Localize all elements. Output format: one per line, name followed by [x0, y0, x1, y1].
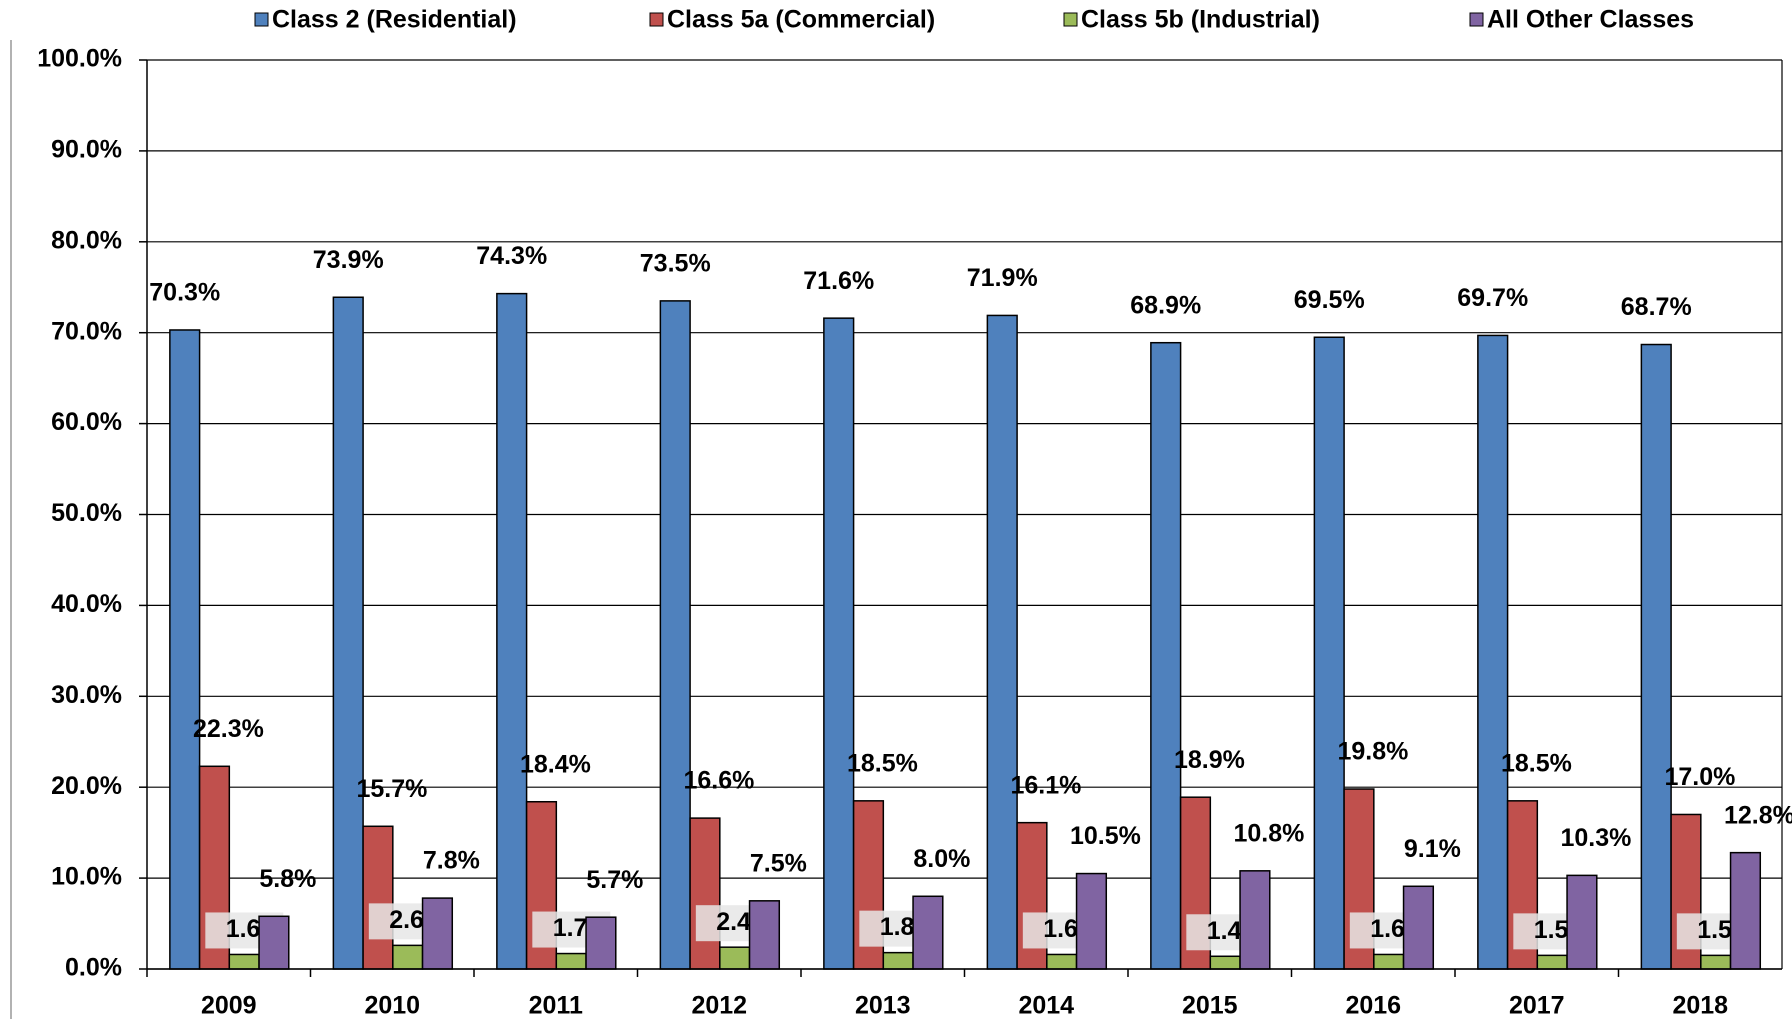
legend-swatch	[1469, 12, 1484, 27]
bar	[1150, 341, 1182, 970]
data-label: 68.9%	[1130, 291, 1201, 319]
legend-label: All Other Classes	[1487, 6, 1694, 34]
bar	[258, 915, 290, 970]
data-label: 73.5%	[640, 249, 711, 277]
data-label: 18.4%	[520, 750, 591, 778]
bar	[882, 951, 914, 970]
bar	[1373, 953, 1405, 970]
bar	[362, 825, 394, 970]
data-label: 16.6%	[684, 767, 755, 795]
data-label: 18.5%	[1501, 749, 1572, 777]
y-tick-label: 0.0%	[65, 954, 122, 982]
data-label: 70.3%	[149, 279, 220, 307]
bar	[1075, 872, 1108, 970]
y-tick-label: 20.0%	[51, 772, 122, 800]
x-tick-label: 2017	[1509, 992, 1565, 1019]
y-tick-label: 80.0%	[51, 226, 122, 254]
data-label: 18.5%	[847, 749, 918, 777]
data-label: 71.6%	[803, 267, 874, 295]
bar	[1239, 870, 1271, 970]
bar	[392, 944, 424, 970]
y-tick-label: 40.0%	[51, 590, 122, 618]
legend-label: Class 5a (Commercial)	[667, 6, 935, 34]
bar	[1477, 334, 1509, 970]
x-tick-label: 2015	[1182, 992, 1238, 1019]
bar	[1640, 343, 1672, 970]
x-tick-label: 2010	[364, 992, 420, 1019]
data-label: 15.7%	[357, 775, 428, 803]
data-label: 74.3%	[476, 242, 547, 270]
data-label: 22.3%	[193, 715, 264, 743]
bar	[823, 317, 855, 970]
bar	[1700, 954, 1732, 970]
y-tick-label: 60.0%	[51, 408, 122, 436]
bar	[1566, 874, 1598, 970]
data-label: 19.8%	[1338, 738, 1409, 766]
data-label: 10.8%	[1233, 819, 1304, 847]
bar	[719, 946, 751, 970]
bar	[912, 895, 944, 970]
data-label: 68.7%	[1621, 293, 1692, 321]
data-label: 9.1%	[1404, 835, 1461, 863]
bar	[169, 329, 201, 970]
data-label: 10.3%	[1560, 824, 1631, 852]
bar	[1313, 336, 1345, 970]
legend-swatch	[649, 12, 664, 27]
bar	[228, 953, 260, 970]
legend-label: Class 5b (Industrial)	[1081, 6, 1320, 34]
y-tick-label: 90.0%	[51, 136, 122, 164]
y-tick-label: 100.0%	[37, 45, 122, 73]
data-label: 16.1%	[1011, 771, 1082, 799]
x-tick-label: 2016	[1345, 992, 1401, 1019]
y-tick-label: 30.0%	[51, 681, 122, 709]
data-label: 73.9%	[313, 246, 384, 274]
bar	[1402, 885, 1435, 970]
bar	[748, 900, 781, 970]
data-label: 7.5%	[750, 849, 807, 877]
y-tick-label: 50.0%	[51, 499, 122, 527]
y-tick-label: 10.0%	[51, 863, 122, 891]
bar	[1046, 953, 1078, 970]
bar	[332, 296, 364, 970]
bar	[421, 897, 454, 970]
data-label: 5.8%	[259, 865, 316, 893]
bar	[689, 817, 721, 970]
y-tick-label: 70.0%	[51, 317, 122, 345]
data-label: 5.7%	[586, 866, 643, 894]
bar	[496, 292, 528, 970]
x-tick-label: 2012	[691, 992, 747, 1019]
bar	[986, 314, 1018, 970]
data-label: 10.5%	[1070, 822, 1141, 850]
x-tick-label: 2011	[529, 992, 583, 1019]
bar	[1209, 955, 1241, 970]
x-tick-label: 2018	[1672, 992, 1728, 1019]
legend-label: Class 2 (Residential)	[272, 6, 517, 34]
bar	[659, 300, 691, 970]
bar	[555, 952, 587, 970]
data-label: 12.8%	[1724, 801, 1792, 829]
legend-swatch	[1063, 12, 1078, 27]
x-tick-label: 2014	[1018, 992, 1074, 1019]
data-label: 8.0%	[913, 845, 970, 873]
legend-swatch	[254, 12, 269, 27]
bar	[585, 916, 617, 970]
x-tick-label: 2013	[855, 992, 911, 1019]
data-label: 71.9%	[967, 264, 1038, 292]
bar	[1729, 851, 1762, 970]
data-label: 69.7%	[1457, 284, 1528, 312]
data-label: 69.5%	[1294, 286, 1365, 314]
data-label: 7.8%	[423, 847, 480, 875]
bar	[1536, 954, 1568, 970]
x-tick-label: 2009	[201, 992, 257, 1019]
data-label: 17.0%	[1665, 763, 1736, 791]
data-label: 18.9%	[1174, 746, 1245, 774]
